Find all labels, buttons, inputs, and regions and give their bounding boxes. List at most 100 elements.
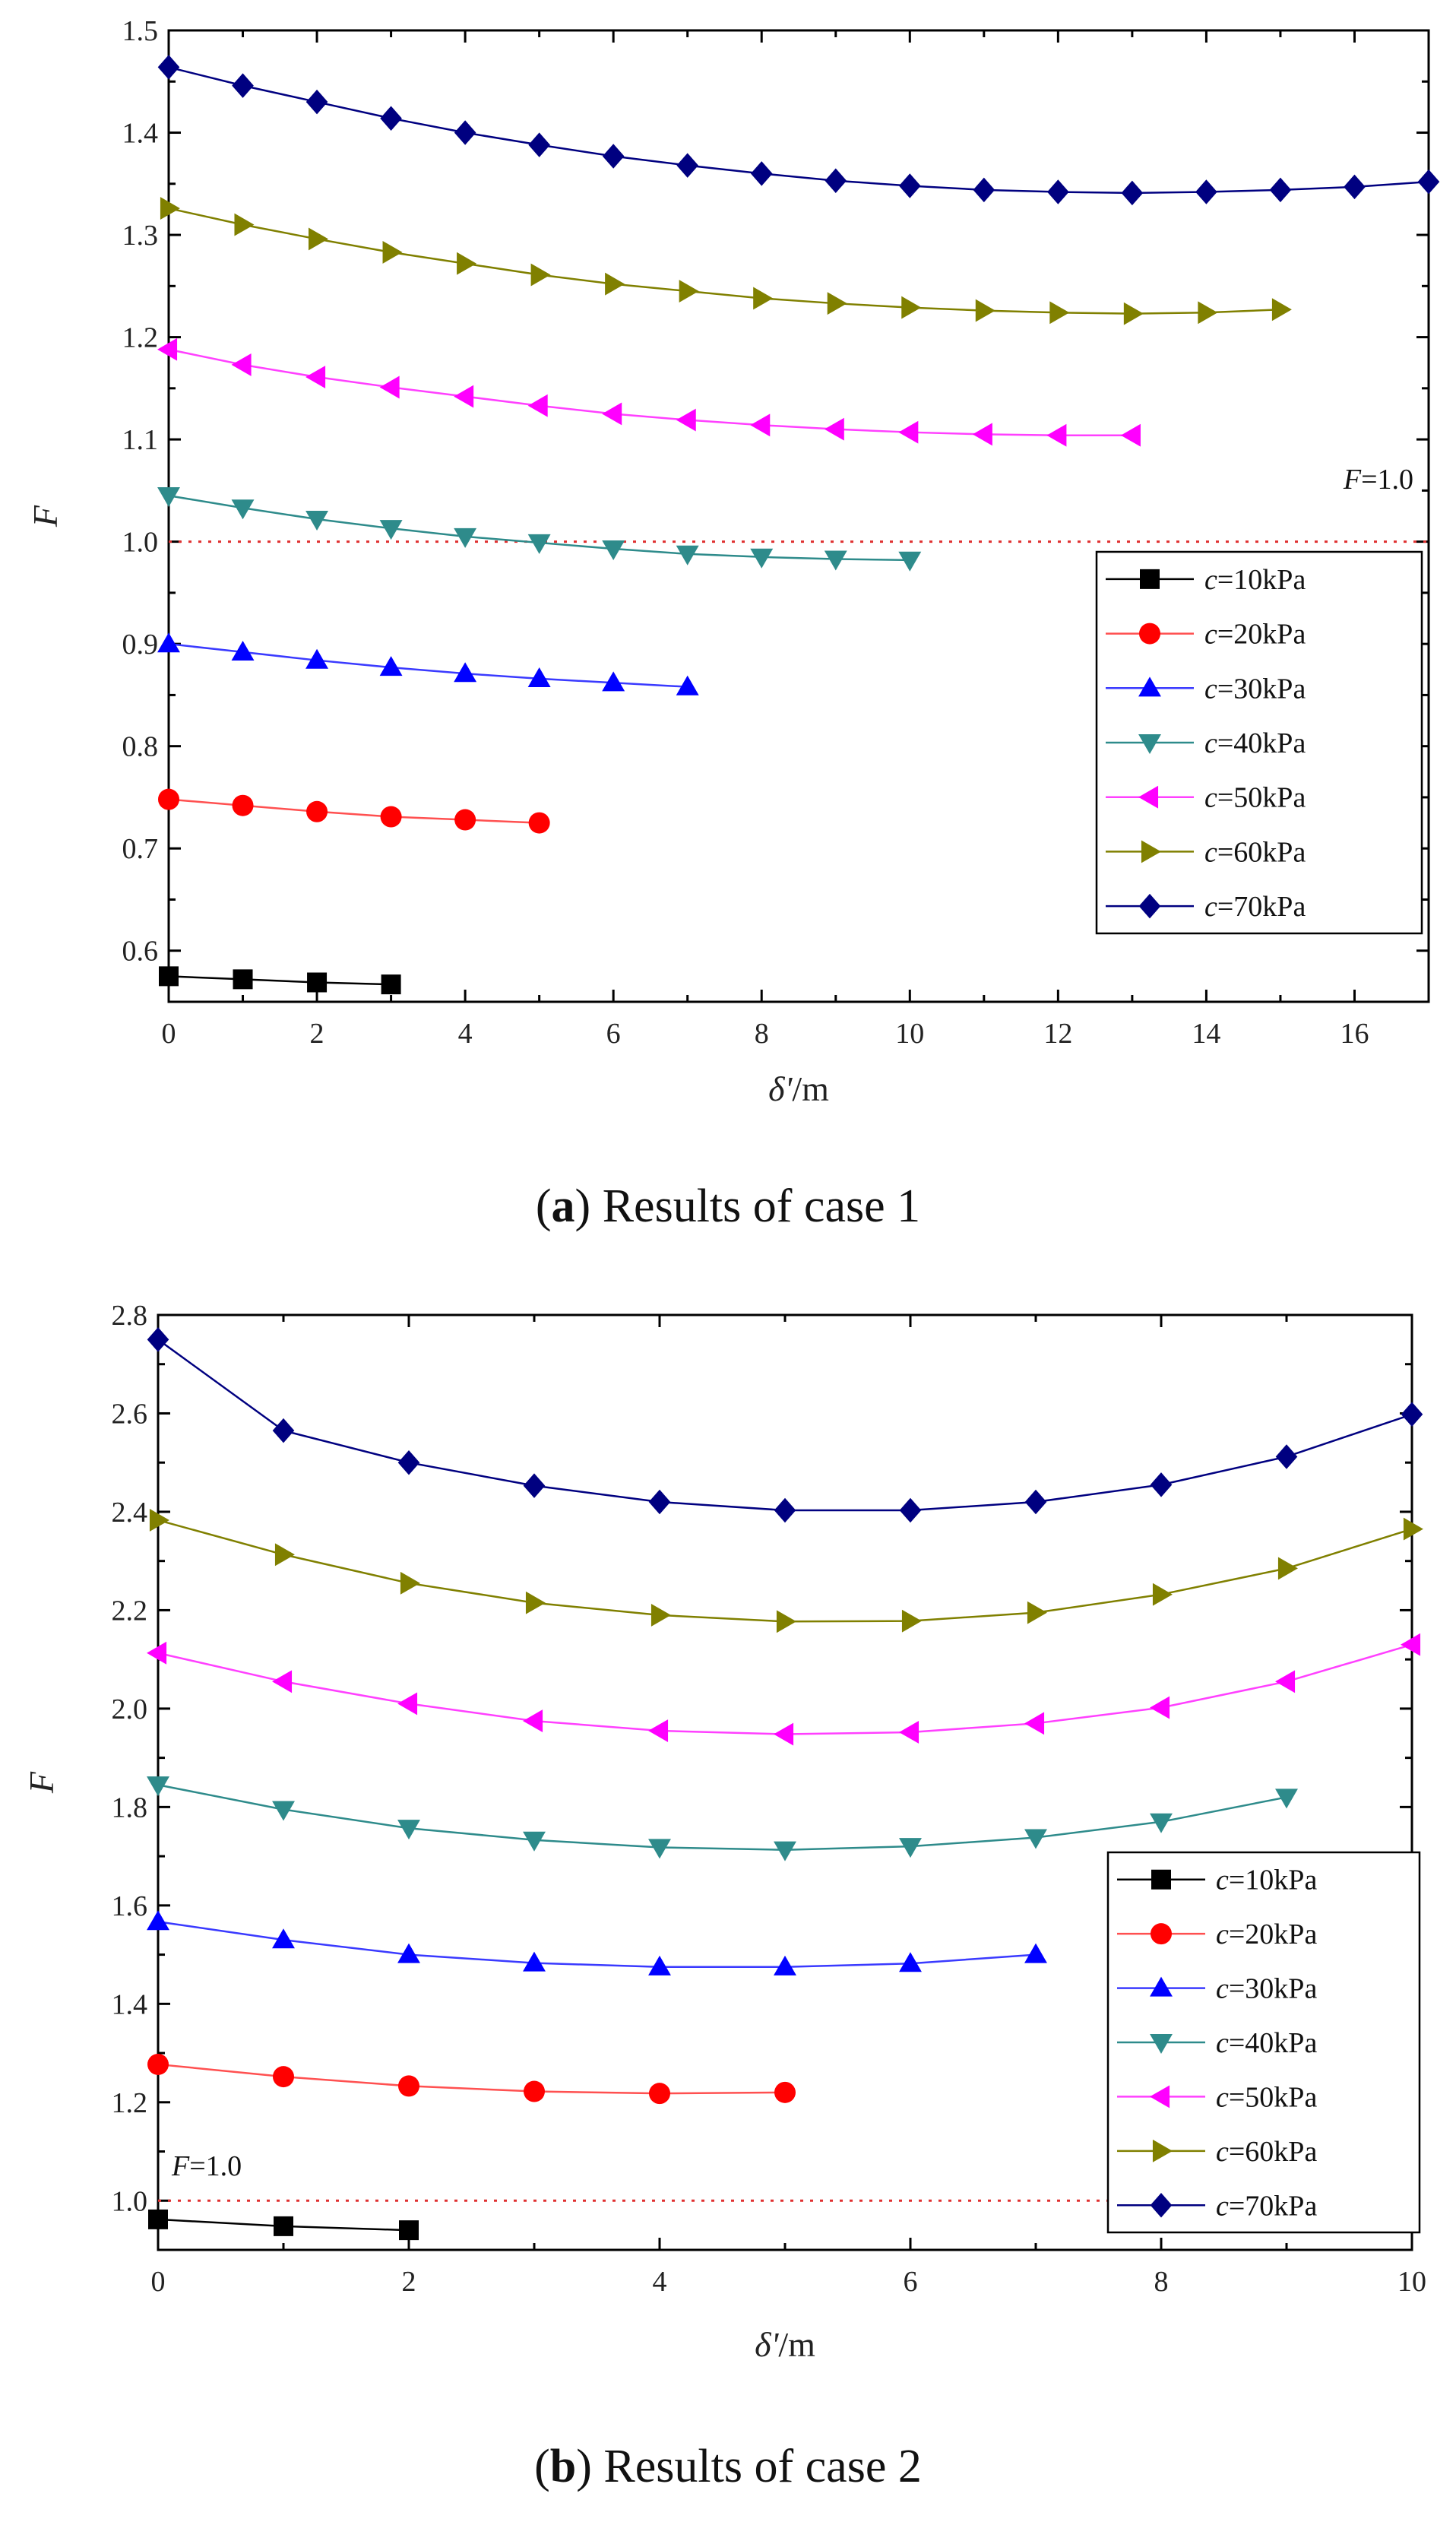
- y-tick-label: 1.2: [122, 322, 159, 354]
- data-point: [676, 408, 696, 432]
- data-point: [523, 1709, 543, 1733]
- figure-caption: (a) Results of case 1: [536, 1180, 920, 1232]
- chart-panel-b: 0 2 4 6 8 10 1.0 1.2 1.4 1.6 1.8 2.0 2.2 2.4 2.6 2.8 F=1…: [22, 1300, 1426, 2492]
- x-tick-label: 6: [606, 1018, 621, 1050]
- legend-marker: [1150, 1976, 1173, 1997]
- data-point: [1150, 1696, 1170, 1719]
- data-point: [753, 287, 774, 310]
- data-point: [825, 168, 847, 194]
- legend-marker: [1151, 1923, 1172, 1945]
- y-tick-label: 2.8: [112, 1300, 148, 1332]
- data-point: [454, 385, 474, 408]
- y-tick-label: 2.0: [112, 1693, 148, 1725]
- data-point: [605, 272, 625, 296]
- data-point: [528, 132, 550, 157]
- reference-label: F=1.0: [171, 2150, 242, 2182]
- data-point: [160, 197, 180, 220]
- series-line: [168, 348, 1132, 436]
- data-point: [774, 1841, 796, 1861]
- data-point: [1401, 1402, 1423, 1427]
- y-tick-label: 1.4: [112, 1988, 148, 2020]
- y-tick-label: 1.0: [112, 2185, 148, 2217]
- data-point: [1271, 298, 1292, 322]
- data-point: [1275, 1670, 1296, 1693]
- data-point: [602, 402, 622, 426]
- data-point: [158, 788, 179, 810]
- data-point: [676, 153, 699, 178]
- data-point: [1120, 423, 1141, 447]
- legend-marker: [1150, 2085, 1170, 2109]
- legend-marker: [1139, 623, 1160, 645]
- series-c=40kPa: [147, 1776, 1298, 1861]
- y-tick-label: 0.9: [122, 629, 159, 661]
- x-tick-label: 4: [458, 1018, 473, 1050]
- data-point: [232, 73, 254, 98]
- data-point: [147, 1776, 169, 1797]
- data-point: [650, 1603, 671, 1627]
- data-point: [648, 1489, 671, 1515]
- data-point: [147, 1327, 169, 1352]
- series-line: [168, 66, 1429, 195]
- x-tick-label: 2: [402, 2266, 416, 2298]
- legend-label: c=50kPa: [1204, 782, 1306, 814]
- data-point: [523, 1473, 546, 1498]
- y-axis-title: F: [26, 505, 65, 528]
- data-point: [148, 2209, 168, 2229]
- legend-label: c=70kPa: [1204, 891, 1306, 923]
- x-tick-label: 0: [151, 2266, 166, 2298]
- data-point: [307, 972, 328, 993]
- data-point: [1047, 179, 1069, 204]
- series-c=70kPa: [157, 55, 1440, 206]
- x-tick-label: 0: [162, 1018, 176, 1050]
- data-point: [454, 528, 477, 548]
- data-point: [523, 1951, 546, 1972]
- data-point: [774, 1722, 794, 1746]
- data-point: [1269, 177, 1292, 203]
- series-c=10kPa: [159, 966, 401, 995]
- data-point: [648, 1719, 669, 1742]
- legend-marker: [1138, 785, 1159, 809]
- legend-label: c=30kPa: [1204, 673, 1306, 705]
- series-line: [157, 1519, 1413, 1623]
- series-c=70kPa: [147, 1327, 1423, 1523]
- data-point: [305, 366, 326, 388]
- data-point: [527, 667, 551, 687]
- data-point: [824, 417, 844, 441]
- data-point: [827, 292, 847, 315]
- data-point: [898, 173, 921, 198]
- data-point: [649, 2083, 670, 2105]
- y-tick-label: 1.4: [122, 118, 159, 150]
- data-point: [231, 499, 255, 520]
- data-point: [274, 2216, 293, 2236]
- data-point: [159, 966, 179, 987]
- series-line: [168, 642, 688, 688]
- series-line: [157, 1920, 1037, 1969]
- data-point: [1121, 180, 1144, 206]
- data-point: [901, 1609, 922, 1633]
- figure-caption: (b) Results of case 2: [534, 2441, 922, 2492]
- series-line: [157, 1643, 1413, 1735]
- data-point: [899, 1838, 922, 1858]
- data-point: [901, 296, 922, 319]
- y-tick-label: 1.6: [112, 1890, 148, 1922]
- x-tick-label: 10: [895, 1018, 924, 1050]
- data-point: [232, 794, 254, 816]
- legend-label: c=20kPa: [1216, 1918, 1317, 1950]
- data-point: [524, 2080, 545, 2102]
- data-point: [380, 806, 402, 828]
- y-tick-label: 2.4: [112, 1497, 148, 1529]
- data-point: [1198, 301, 1218, 325]
- data-point: [1275, 1789, 1298, 1809]
- x-tick-label: 10: [1397, 2266, 1426, 2298]
- data-point: [972, 423, 992, 446]
- data-point: [750, 548, 774, 569]
- data-point: [305, 89, 328, 115]
- data-point: [305, 510, 329, 531]
- data-point: [273, 2066, 294, 2088]
- legend-marker: [1141, 840, 1161, 863]
- legend-label: c=30kPa: [1216, 1973, 1317, 2005]
- data-point: [454, 662, 477, 683]
- series-c=30kPa: [157, 632, 699, 695]
- data-point: [527, 394, 548, 417]
- y-tick-label: 2.6: [112, 1398, 148, 1430]
